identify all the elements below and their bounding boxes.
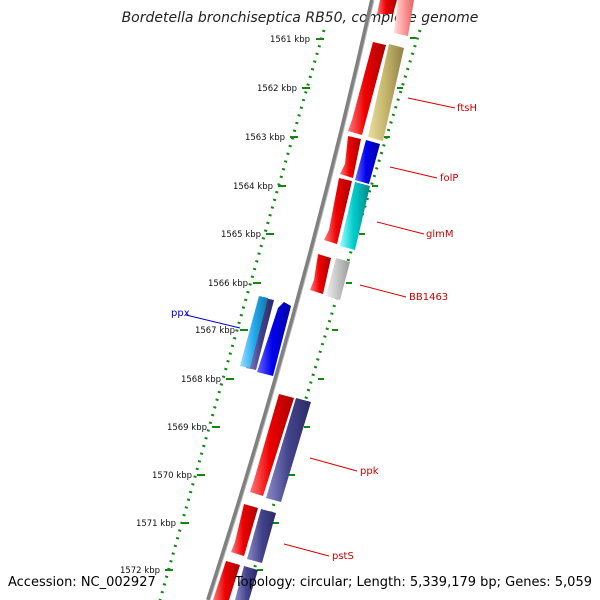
inner-ring-ticks (257, 37, 416, 571)
inner-tick-ring (243, 29, 422, 600)
forward-cds-track (213, 0, 397, 600)
tick-label: 1562 kbp (257, 84, 297, 94)
backbone-highlight (209, 0, 375, 600)
tick-label: 1571 kbp (136, 519, 176, 529)
gene-labels: ftsH folP glmM BB1463 ppx ppk pstS (171, 97, 477, 562)
cog-folP-blue[interactable] (355, 140, 380, 184)
cog-ppk-purple[interactable] (266, 398, 311, 502)
cds-ftsH-red[interactable] (348, 42, 386, 135)
gene-label-folP[interactable]: folP (440, 173, 458, 184)
cds-glmM-red[interactable] (324, 178, 352, 244)
gene-label-pstS[interactable]: pstS (332, 551, 354, 562)
cog-ppx-sky[interactable] (240, 296, 268, 368)
cog-track (235, 0, 414, 600)
cds-top-pink[interactable] (377, 0, 397, 14)
tick-marks: 1561 kbp 1562 kbp 1563 kbp 1564 kbp 1565… (120, 35, 416, 576)
tick-label: 1567 kbp (195, 326, 235, 336)
tick-label: 1570 kbp (152, 471, 192, 481)
reverse-cds-track (240, 296, 291, 376)
tick-1569: 1569 kbp (167, 423, 220, 433)
tick-1564: 1564 kbp (233, 182, 286, 192)
tick-1563: 1563 kbp (245, 133, 298, 143)
tick-label: 1572 kbp (120, 566, 160, 576)
accession-text: Accession: NC_002927 (8, 575, 156, 590)
cds-ppx-blue[interactable] (257, 302, 291, 376)
tick-1562: 1562 kbp (257, 84, 310, 94)
gene-label-ppx[interactable]: ppx (171, 308, 190, 319)
tick-label: 1563 kbp (245, 133, 285, 143)
tick-1565: 1565 kbp (221, 230, 274, 240)
gene-label-BB1463[interactable]: BB1463 (409, 292, 448, 303)
cog-bottom-purple[interactable] (235, 566, 258, 600)
cog-BB1463-gray[interactable] (326, 258, 350, 300)
tick-1572: 1572 kbp (120, 566, 173, 576)
tick-label: 1561 kbp (270, 35, 310, 45)
tick-1571: 1571 kbp (136, 519, 189, 529)
cds-folP-red[interactable] (340, 136, 361, 178)
gene-label-ppk[interactable]: ppk (360, 466, 379, 477)
genome-summary-text: Topology: circular; Length: 5,339,179 bp… (234, 575, 592, 590)
cds-pstS-red[interactable] (231, 504, 258, 556)
cds-ppk-red[interactable] (250, 394, 294, 496)
tick-label: 1565 kbp (221, 230, 261, 240)
cog-pstS-purple[interactable] (247, 509, 276, 563)
gene-label-glmM[interactable]: glmM (426, 229, 454, 240)
tick-label: 1566 kbp (208, 279, 248, 289)
gene-label-ftsH[interactable]: ftsH (457, 103, 477, 114)
cog-ftsH-olive[interactable] (368, 44, 404, 141)
tick-1567: 1567 kbp (195, 326, 248, 336)
tick-label: 1568 kbp (181, 375, 221, 385)
tick-1568: 1568 kbp (181, 375, 234, 385)
tick-1570: 1570 kbp (152, 471, 205, 481)
tick-label: 1564 kbp (233, 182, 273, 192)
cog-top-pink[interactable] (394, 0, 414, 36)
cog-glmM-cyan[interactable] (340, 182, 370, 250)
tick-label: 1569 kbp (167, 423, 207, 433)
cds-bottom-red[interactable] (213, 561, 240, 600)
tick-1561: 1561 kbp (270, 35, 324, 45)
cds-BB1463-red[interactable] (310, 254, 331, 294)
genome-backbone (206, 0, 374, 600)
outer-tick-ring (158, 29, 326, 600)
tick-1566: 1566 kbp (208, 279, 261, 289)
